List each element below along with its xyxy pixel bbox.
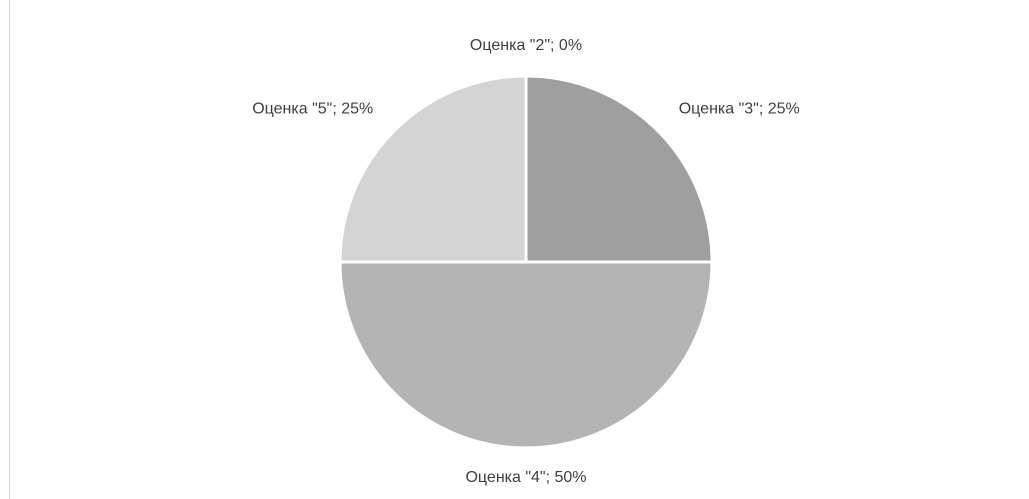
data-label: Оценка "3"; 25% xyxy=(679,100,800,117)
data-label: Оценка "5"; 25% xyxy=(252,100,373,117)
pie-slice xyxy=(338,260,714,450)
pie-slice xyxy=(524,74,714,264)
pie-slice xyxy=(338,74,528,264)
data-label: Оценка "4"; 50% xyxy=(465,469,586,486)
data-label: Оценка "2"; 0% xyxy=(470,37,582,54)
